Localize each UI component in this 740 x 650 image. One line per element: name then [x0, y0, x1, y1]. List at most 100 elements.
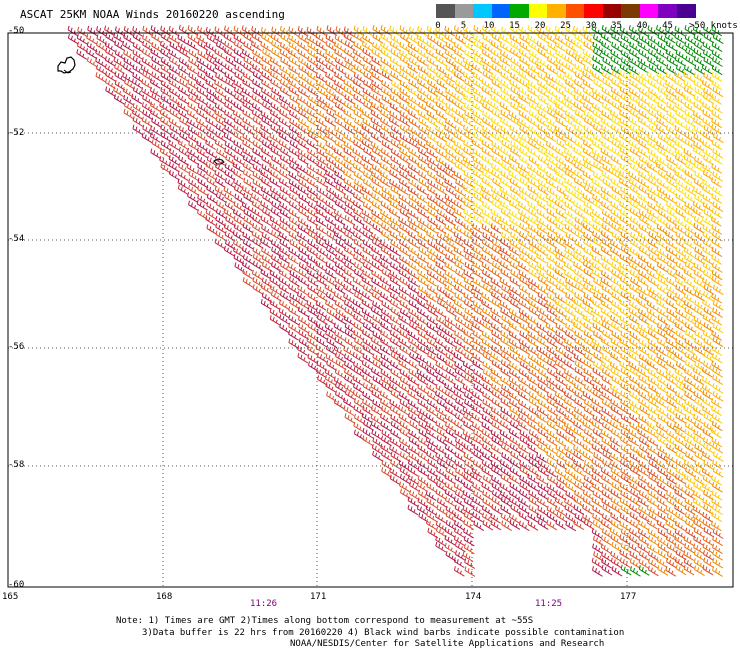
wind-barb	[537, 505, 549, 517]
wind-barb	[325, 33, 337, 45]
wind-barb	[693, 383, 705, 394]
wind-barb	[500, 192, 512, 203]
wind-barb	[555, 306, 567, 318]
wind-barb	[399, 427, 411, 439]
wind-barb	[518, 25, 529, 36]
wind-barb	[711, 360, 722, 372]
wind-barb	[629, 124, 641, 136]
wind-barb	[628, 116, 640, 128]
wind-barb	[518, 86, 530, 97]
wind-barb	[601, 406, 613, 418]
wind-barb	[444, 435, 456, 447]
wind-barb	[352, 389, 364, 401]
wind-barb	[710, 427, 722, 439]
wind-barb	[426, 124, 437, 136]
wind-barb	[509, 405, 521, 417]
wind-barb	[344, 389, 356, 401]
wind-barb	[639, 329, 650, 341]
wind-barb	[132, 64, 144, 75]
wind-barb	[416, 368, 428, 380]
wind-barb	[556, 481, 567, 493]
wind-barb	[454, 93, 465, 105]
wind-barb	[519, 322, 531, 334]
wind-barb	[389, 230, 401, 242]
wind-barb	[609, 361, 621, 372]
wind-barb	[279, 323, 290, 334]
wind-barb	[629, 132, 641, 143]
wind-barb	[297, 123, 309, 135]
wind-barb	[618, 177, 630, 189]
wind-barb	[694, 451, 706, 462]
wind-barb	[610, 550, 622, 562]
wind-barb	[306, 101, 318, 112]
wind-barb	[298, 268, 310, 280]
wind-barb	[352, 230, 364, 242]
wind-barb	[609, 420, 621, 431]
wind-barb	[666, 551, 678, 562]
wind-barb	[426, 147, 438, 159]
wind-barb	[703, 154, 714, 166]
wind-barb	[499, 101, 511, 113]
wind-barb	[462, 57, 474, 68]
wind-barb	[499, 200, 511, 211]
wind-barb	[216, 148, 227, 159]
wind-barb	[399, 64, 411, 76]
wind-barb	[380, 368, 392, 380]
wind-barb	[453, 566, 465, 577]
wind-barb	[517, 390, 529, 401]
wind-barb	[509, 382, 520, 394]
wind-barb	[307, 353, 319, 365]
wind-barb	[610, 398, 621, 410]
wind-barb	[712, 171, 724, 182]
wind-barb	[113, 94, 125, 105]
wind-barb	[224, 230, 236, 242]
wind-barb	[554, 215, 566, 227]
wind-barb	[398, 231, 410, 242]
wind-barb	[361, 367, 373, 379]
wind-barb	[151, 41, 163, 53]
wind-barb	[611, 139, 623, 150]
wind-barb	[335, 86, 346, 98]
wind-barb	[416, 216, 428, 227]
wind-barb	[528, 406, 540, 417]
wind-barb	[308, 361, 319, 372]
wind-barb	[674, 102, 686, 113]
wind-barb	[288, 56, 300, 67]
wind-barb	[583, 359, 595, 371]
wind-barb	[177, 101, 189, 113]
wind-barb	[629, 41, 640, 53]
wind-barb	[675, 184, 687, 196]
wind-barb	[591, 87, 603, 99]
wind-barb	[684, 421, 696, 433]
wind-barb	[546, 292, 558, 304]
wind-barb	[666, 314, 678, 326]
wind-barb	[546, 186, 558, 197]
wind-barb	[445, 359, 456, 371]
wind-barb	[491, 140, 503, 152]
wind-barb	[306, 224, 318, 235]
wind-barb	[712, 543, 723, 555]
wind-barb	[563, 193, 575, 204]
wind-barb	[289, 298, 301, 310]
wind-barb	[546, 208, 558, 219]
wind-barb	[462, 406, 474, 418]
wind-barb	[573, 261, 584, 272]
wind-barb	[619, 421, 631, 433]
wind-barb	[591, 337, 603, 349]
wind-barb	[379, 344, 391, 356]
wind-barb	[583, 33, 595, 45]
wind-barb	[455, 323, 466, 334]
wind-barb	[400, 32, 411, 44]
wind-barb	[519, 231, 530, 242]
wind-barb	[261, 116, 273, 127]
wind-barb	[197, 131, 209, 143]
wind-barb	[592, 543, 603, 555]
wind-barb	[537, 32, 549, 44]
wind-barb	[269, 186, 281, 197]
wind-barb	[611, 269, 623, 280]
wind-barb	[398, 268, 410, 280]
wind-barb	[426, 193, 438, 205]
wind-barb	[151, 55, 163, 67]
wind-barb	[317, 177, 328, 188]
wind-barb	[647, 565, 659, 577]
